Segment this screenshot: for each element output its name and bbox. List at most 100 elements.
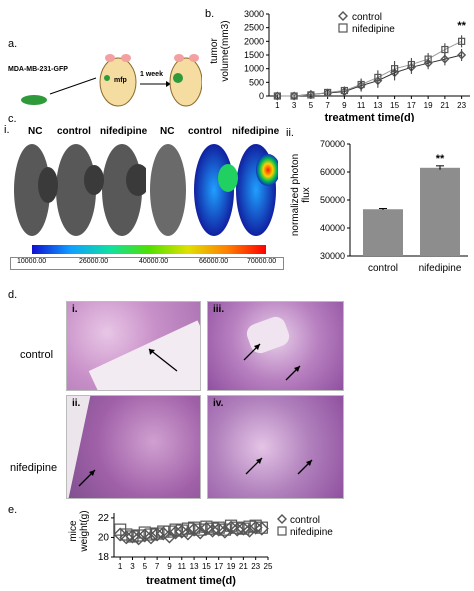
y-tick-label: 50000 xyxy=(320,195,345,205)
data-point-control xyxy=(156,526,171,541)
imaging-label-1: NC xyxy=(28,126,43,137)
histology-label-iv: iv. xyxy=(213,398,224,409)
x-tick-label: 17 xyxy=(214,562,223,571)
data-point-control xyxy=(230,522,245,537)
data-point-nifedipine xyxy=(187,521,201,534)
data-point-nifedipine xyxy=(424,55,432,63)
x-tick-label: 17 xyxy=(407,101,416,110)
y-tick-label: 30000 xyxy=(320,251,345,261)
data-point-nifedipine xyxy=(407,60,415,69)
histology-row-label-control: control xyxy=(20,349,54,361)
x-tick-label: 11 xyxy=(357,101,366,110)
data-point-nifedipine xyxy=(194,523,207,536)
imaging-label-6: nifedipine xyxy=(232,126,280,137)
data-point-nifedipine xyxy=(157,525,170,538)
arrow-icon xyxy=(78,469,96,487)
data-point-control xyxy=(254,521,269,536)
mouse-images xyxy=(14,140,278,244)
x-tick-label: 7 xyxy=(155,562,160,571)
lum-mouse-nc xyxy=(150,144,186,236)
color-scale-labels: 10000.00 26000.00 40000.00 66000.00 7000… xyxy=(10,257,284,270)
data-point-nifedipine xyxy=(458,37,466,45)
histology-label-i: i. xyxy=(72,304,78,315)
panel-label-d: d. xyxy=(8,289,18,301)
x-tick-label: 21 xyxy=(440,101,449,110)
data-point-nifedipine xyxy=(340,86,348,95)
histology-row-label-nifedipine: nifedipine xyxy=(10,462,58,474)
y-tick-label: 2000 xyxy=(244,36,264,46)
x-tick-label: 23 xyxy=(251,562,260,571)
x-tick-label: 7 xyxy=(325,101,330,110)
imaging-label-2: control xyxy=(57,126,91,137)
data-point-control xyxy=(440,54,450,64)
legend-label-nifedipine: nifedipine xyxy=(290,527,333,538)
legend-label-control: control xyxy=(352,12,382,23)
data-point-nifedipine xyxy=(243,520,256,533)
x-tick-label: 13 xyxy=(373,101,382,110)
x-tick-label: 25 xyxy=(264,562,273,571)
data-point-nifedipine xyxy=(249,519,262,532)
histology-label-ii: ii. xyxy=(72,398,81,409)
data-point-control xyxy=(180,526,195,541)
data-point-control xyxy=(217,524,232,539)
imaging-label-3: nifedipine xyxy=(100,126,148,137)
data-point-nifedipine xyxy=(175,524,188,537)
y-tick-label: 1500 xyxy=(244,50,264,60)
data-point-nifedipine xyxy=(231,521,244,534)
y-tick-label: 0 xyxy=(259,91,264,101)
data-point-nifedipine xyxy=(273,92,281,100)
data-point-control xyxy=(187,522,202,537)
data-point-nifedipine xyxy=(224,519,238,532)
series-line-nifedipine xyxy=(277,40,462,97)
x-tick-label: 19 xyxy=(424,101,433,110)
data-point-nifedipine xyxy=(138,526,151,539)
bar-nifedipine xyxy=(420,167,460,256)
y-tick-label: 2500 xyxy=(244,23,264,33)
imaging-panel: NC control nifedipine NC control nifedip… xyxy=(0,124,284,274)
y-tick-label: 22 xyxy=(98,513,110,524)
y-tick-label: 70000 xyxy=(320,139,345,149)
data-point-nifedipine xyxy=(357,80,365,89)
data-point-nifedipine xyxy=(391,65,399,73)
data-point-control xyxy=(131,531,146,546)
x-axis-title: treatment time(d) xyxy=(325,112,415,122)
data-point-nifedipine xyxy=(307,91,315,99)
data-point-control xyxy=(193,525,208,540)
x-tick-label: 15 xyxy=(202,562,211,571)
data-point-nifedipine xyxy=(218,523,231,536)
arrow-icon xyxy=(148,348,178,372)
series-line-control xyxy=(277,54,462,97)
legend-label-nifedipine: nifedipine xyxy=(352,24,395,35)
histology-image-iv: iv. xyxy=(207,395,344,499)
data-point-nifedipine xyxy=(324,88,332,97)
panel-label-c-ii: ii. xyxy=(286,127,294,139)
x-tick-label: 3 xyxy=(130,562,135,571)
data-point-control xyxy=(457,50,467,60)
data-point-control xyxy=(143,530,158,545)
significance-annotation: ** xyxy=(436,153,445,165)
data-point-control xyxy=(150,527,165,542)
data-point-control xyxy=(205,523,220,538)
data-point-nifedipine xyxy=(126,530,139,543)
bar-control xyxy=(363,209,403,256)
y-axis-title: normalized photonflux xyxy=(290,154,312,236)
panel-label-c-i: i. xyxy=(4,124,10,136)
scale-tick-3: 40000.00 xyxy=(139,258,169,265)
data-point-nifedipine xyxy=(237,522,250,535)
data-point-nifedipine xyxy=(290,92,298,100)
x-tick-label: 9 xyxy=(167,562,172,571)
x-tick-label: 19 xyxy=(227,562,236,571)
y-tick-label: 20 xyxy=(98,532,110,543)
category-label-nifedipine: nifedipine xyxy=(419,263,462,274)
data-point-nifedipine xyxy=(374,73,382,82)
x-tick-label: 1 xyxy=(118,562,123,571)
y-tick-label: 1000 xyxy=(244,64,264,74)
histology-image-iii: iii. xyxy=(207,301,344,391)
histology-label-iii: iii. xyxy=(213,304,225,315)
data-point-nifedipine xyxy=(255,521,268,534)
x-tick-label: 5 xyxy=(143,562,148,571)
x-tick-label: 11 xyxy=(178,562,187,571)
x-tick-label: 21 xyxy=(239,562,248,571)
